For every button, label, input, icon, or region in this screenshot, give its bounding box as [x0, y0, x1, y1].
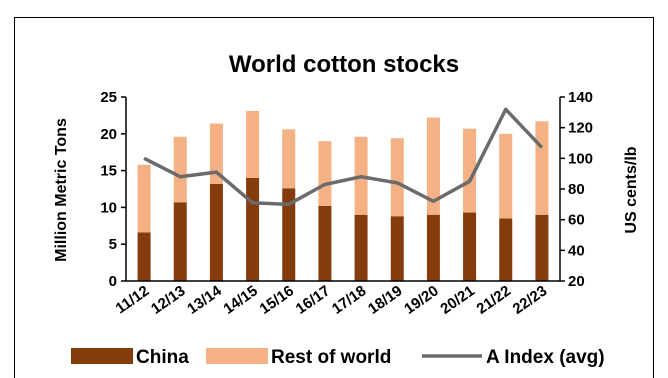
bar-rest-of-world-16-17 — [318, 141, 332, 206]
x-tick-label: 11/12 — [113, 282, 153, 317]
right-tick-label: 60 — [568, 212, 585, 229]
legend: China Rest of world A Index (avg) — [71, 347, 605, 368]
bar-rest-of-world-14-15 — [246, 110, 260, 178]
x-tick-label: 20/21 — [437, 282, 478, 317]
x-tick-label: 19/20 — [401, 282, 442, 317]
left-tick-label: 15 — [100, 163, 117, 180]
x-tick-label: 17/18 — [329, 282, 370, 317]
x-tick-label: 22/23 — [510, 282, 551, 317]
bar-china-18-19 — [390, 216, 404, 281]
x-tick-label: 13/14 — [184, 282, 225, 318]
bar-rest-of-world-18-19 — [390, 138, 404, 217]
bar-china-21-22 — [499, 218, 513, 281]
bar-rest-of-world-15-16 — [282, 129, 296, 189]
right-tick-label: 140 — [568, 89, 593, 106]
x-tick-label: 16/17 — [293, 282, 334, 317]
right-tick-label: 120 — [568, 120, 593, 137]
right-tick-label: 100 — [568, 150, 593, 167]
bar-rest-of-world-22-23 — [535, 121, 549, 215]
legend-swatch-china — [71, 348, 133, 364]
legend-swatch-rest — [206, 348, 268, 364]
bar-china-12-13 — [173, 202, 187, 281]
right-tick-label: 40 — [568, 242, 585, 259]
bar-rest-of-world-11-12 — [137, 164, 151, 233]
bar-china-17-18 — [354, 214, 368, 281]
x-tick-label: 14/15 — [220, 282, 261, 317]
bar-rest-of-world-12-13 — [173, 136, 187, 203]
line-layer — [143, 107, 544, 207]
left-tick-label: 0 — [109, 273, 117, 290]
chart-title: World cotton stocks — [229, 51, 459, 78]
bar-china-15-16 — [282, 188, 296, 281]
bar-china-14-15 — [246, 177, 260, 281]
bar-rest-of-world-19-20 — [426, 117, 440, 215]
bar-china-16-17 — [318, 205, 332, 281]
left-tick-label: 5 — [109, 236, 117, 253]
bars-layer — [137, 110, 549, 281]
x-tick-label: 12/13 — [148, 282, 189, 317]
right-tick-label: 20 — [568, 273, 585, 290]
bar-china-11-12 — [137, 232, 151, 281]
bar-rest-of-world-13-14 — [209, 123, 223, 184]
a-index-line — [143, 107, 544, 207]
x-tick-label: 18/19 — [365, 282, 406, 317]
bar-china-19-20 — [426, 214, 440, 281]
bar-china-13-14 — [209, 183, 223, 281]
left-tick-label: 10 — [100, 199, 117, 216]
bar-china-20-21 — [463, 212, 477, 281]
legend-label-china: China — [136, 347, 189, 368]
legend-label-a-index: A Index (avg) — [486, 347, 605, 368]
legend-label-rest: Rest of world — [271, 347, 391, 368]
bar-rest-of-world-21-22 — [499, 133, 513, 219]
left-tick-label: 25 — [100, 89, 117, 106]
y-axis-title: Million Metric Tons — [53, 118, 70, 262]
left-tick-label: 20 — [100, 126, 117, 143]
x-axis-ticks: 11/1212/1313/1414/1515/1616/1717/1818/19… — [113, 282, 551, 318]
x-tick-label: 15/16 — [257, 282, 298, 317]
left-axis-ticks: 0 5 10 15 20 25 — [100, 89, 126, 290]
bar-china-22-23 — [535, 214, 549, 281]
x-tick-label: 21/22 — [474, 282, 515, 317]
right-axis-ticks: 20 40 60 80 100 120 140 — [560, 89, 593, 290]
bar-rest-of-world-20-21 — [463, 128, 477, 213]
y2-axis-title: US cents/lb — [623, 146, 640, 233]
right-tick-label: 80 — [568, 181, 585, 198]
